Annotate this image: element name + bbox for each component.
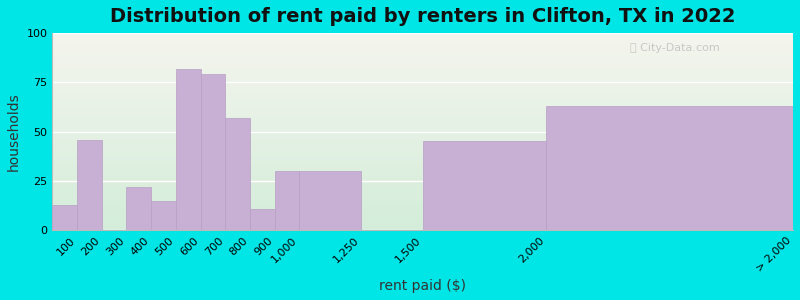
Bar — [52, 205, 77, 230]
Bar — [225, 118, 250, 230]
Text: ⛳ City-Data.com: ⛳ City-Data.com — [630, 43, 720, 53]
Bar — [274, 171, 299, 230]
Y-axis label: households: households — [7, 92, 21, 171]
Bar — [299, 171, 361, 230]
Bar — [77, 140, 102, 230]
Bar — [250, 208, 274, 230]
Title: Distribution of rent paid by renters in Clifton, TX in 2022: Distribution of rent paid by renters in … — [110, 7, 735, 26]
Bar — [176, 68, 201, 230]
Bar — [151, 201, 176, 230]
Bar — [546, 106, 793, 230]
Bar — [422, 142, 546, 230]
Bar — [201, 74, 225, 230]
X-axis label: rent paid ($): rent paid ($) — [379, 279, 466, 293]
Bar — [126, 187, 151, 230]
